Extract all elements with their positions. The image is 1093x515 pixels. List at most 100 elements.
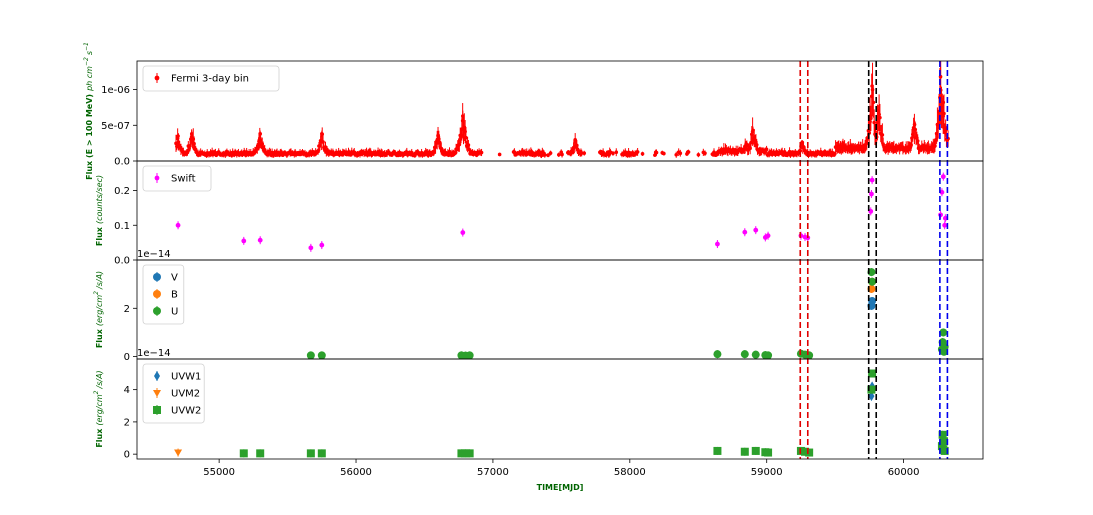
data-point — [740, 350, 749, 359]
data-point — [742, 229, 748, 235]
data-point — [461, 114, 465, 118]
data-point — [765, 233, 771, 239]
data-point — [175, 222, 181, 228]
y-axis-label-exponent: −2 — [83, 57, 90, 66]
data-point — [868, 208, 874, 214]
data-point — [942, 215, 948, 221]
y-axis-label: Flux (erg/cm2/s/A) — [93, 370, 104, 447]
data-point — [176, 134, 180, 138]
data-point — [869, 177, 875, 183]
data-point — [912, 122, 917, 127]
panel-frame — [136, 358, 984, 460]
x-tick-label: 60000 — [888, 467, 920, 478]
legend-label: V — [171, 273, 178, 284]
data-point — [751, 446, 760, 455]
data-point — [317, 351, 326, 359]
x-tick-label: 57000 — [477, 467, 509, 478]
data-point — [189, 132, 194, 136]
data-point — [942, 222, 948, 228]
data-point — [306, 449, 315, 458]
data-point — [939, 328, 948, 337]
data-point — [868, 297, 877, 306]
legend: UVW1 UVM2 UVW2 — [142, 363, 205, 424]
legend-marker — [153, 273, 161, 281]
data-point — [457, 142, 462, 147]
data-point — [316, 149, 320, 154]
data-point — [256, 449, 265, 458]
legend-box — [142, 165, 212, 192]
labels-layer: 0.0 5e-07 1e-06 Flux (E > 100 MeV) ph cm−2 s−… — [83, 42, 920, 492]
data-point — [764, 448, 773, 457]
series-v — [867, 297, 877, 310]
data-point — [751, 350, 760, 359]
data-point — [654, 150, 659, 155]
data-point — [696, 152, 701, 157]
data-point — [319, 242, 325, 248]
data-point — [611, 151, 615, 156]
x-tick-label: 55000 — [203, 467, 235, 478]
data-point — [317, 449, 326, 458]
data-point — [465, 351, 474, 359]
data-point — [257, 237, 263, 243]
panel-4-series — [174, 369, 949, 458]
data-point — [258, 132, 263, 136]
data-point — [614, 150, 619, 155]
y-tick-label: 2 — [124, 417, 130, 428]
data-point — [174, 449, 183, 457]
data-point — [941, 100, 946, 105]
y-tick-label: 4 — [124, 385, 130, 396]
data-point — [877, 112, 881, 117]
y-axis-label-exponent: 2 — [93, 390, 100, 394]
data-point — [703, 151, 707, 156]
data-point — [640, 152, 645, 156]
data-point — [497, 152, 502, 157]
y-axis-label: Flux (E > 100 MeV) ph cm−2 s−1 — [83, 42, 94, 180]
legend-label: Fermi 3-day bin — [171, 74, 249, 85]
data-point — [868, 277, 877, 286]
y-axis-label-bold: Flux — [95, 428, 104, 448]
panel-1-series — [174, 61, 950, 159]
data-point — [635, 150, 640, 154]
data-point — [241, 238, 247, 244]
y-axis-label-unit: (erg/cm — [95, 394, 104, 426]
data-point — [556, 152, 561, 157]
legend-label: UVM2 — [171, 389, 200, 400]
data-point — [940, 174, 946, 180]
data-point — [546, 153, 550, 158]
y-tick-label: 0 — [124, 352, 130, 363]
data-point — [460, 230, 466, 235]
data-point — [461, 449, 470, 458]
data-point — [713, 446, 722, 455]
series-fermi-3-day-bin — [174, 61, 950, 159]
y-tick-label: 0 — [124, 450, 130, 461]
data-point — [320, 132, 324, 136]
y-tick-label: 1e-06 — [101, 85, 130, 96]
data-point — [915, 139, 920, 143]
series-uvw2 — [239, 369, 949, 458]
data-point — [479, 150, 484, 155]
data-point — [940, 446, 949, 455]
data-point — [560, 152, 564, 157]
data-point — [464, 135, 468, 140]
legend-label: UVW1 — [171, 372, 201, 383]
y-tick-label: 0.1 — [114, 221, 130, 232]
data-layer — [174, 61, 950, 458]
data-point — [805, 448, 814, 457]
data-point — [713, 350, 722, 359]
data-point — [548, 151, 553, 155]
data-point — [465, 449, 474, 458]
data-point — [543, 153, 547, 157]
data-point — [678, 151, 683, 156]
y-axis-label-exponent: 2 — [93, 291, 100, 295]
data-point — [867, 385, 876, 394]
y-axis-label-unit: /s/A) — [95, 370, 104, 389]
legend-label: U — [171, 307, 178, 318]
data-point — [740, 447, 749, 456]
y-axis-label-unit: s — [85, 51, 94, 55]
data-point — [868, 369, 877, 378]
legend-box — [142, 264, 185, 325]
data-point — [870, 84, 874, 88]
data-point — [871, 100, 876, 105]
y-axis-label-unit: ph cm — [85, 66, 94, 92]
